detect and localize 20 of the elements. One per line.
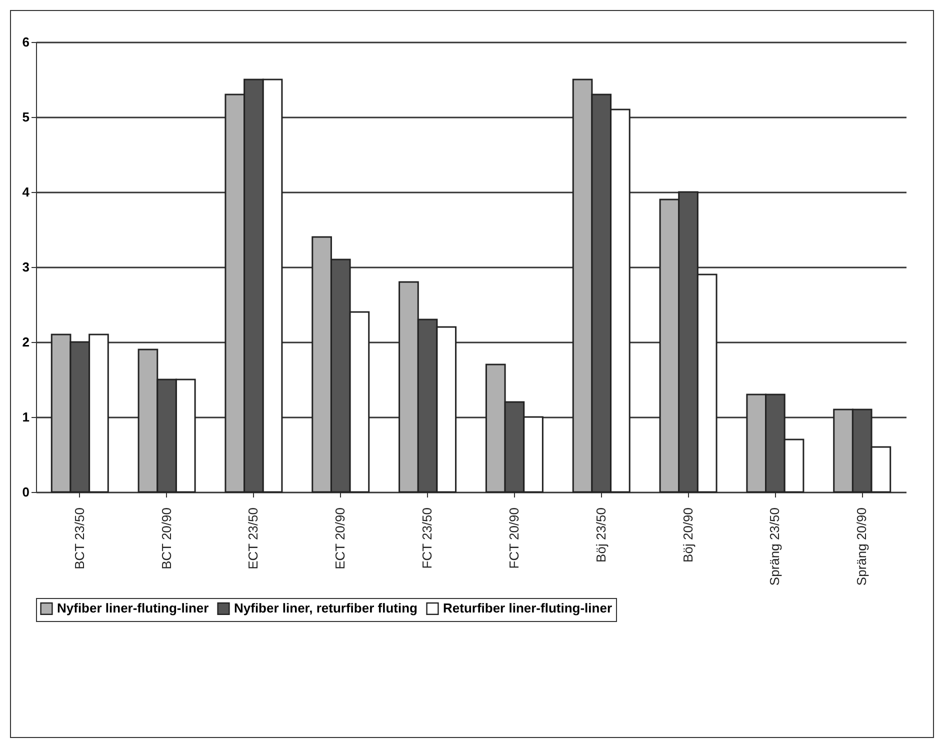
y-tick-label: 5 (22, 110, 30, 124)
x-tick-label: BCT 23/50 (72, 508, 87, 570)
y-tick-label: 6 (22, 34, 30, 50)
y-tick-label: 0 (22, 484, 30, 500)
y-tick-label: 4 (22, 184, 30, 200)
x-tick-label: ECT 23/50 (246, 508, 261, 570)
legend-label: Returfiber liner-fluting-liner (443, 600, 612, 616)
x-tick-label: FCT 20/90 (506, 508, 522, 569)
x-tick-label: Böj 23/50 (593, 508, 608, 562)
y-tick-label: 2 (22, 334, 30, 350)
legend-label: Nyfiber liner, returfiber fluting (234, 600, 418, 616)
legend-label: Nyfiber liner-fluting-liner (57, 600, 209, 616)
x-tick-label: BCT 20/90 (158, 508, 174, 570)
x-tick-label: FCT 23/50 (420, 508, 435, 569)
x-tick-label: ECT 20/90 (332, 508, 348, 570)
x-tick-label: Spräng 20/90 (854, 508, 870, 586)
y-tick-label: 3 (22, 260, 30, 274)
y-tick-label: 1 (22, 410, 30, 424)
x-tick-label: Böj 20/90 (680, 508, 696, 562)
x-tick-label: Spräng 23/50 (767, 508, 782, 586)
